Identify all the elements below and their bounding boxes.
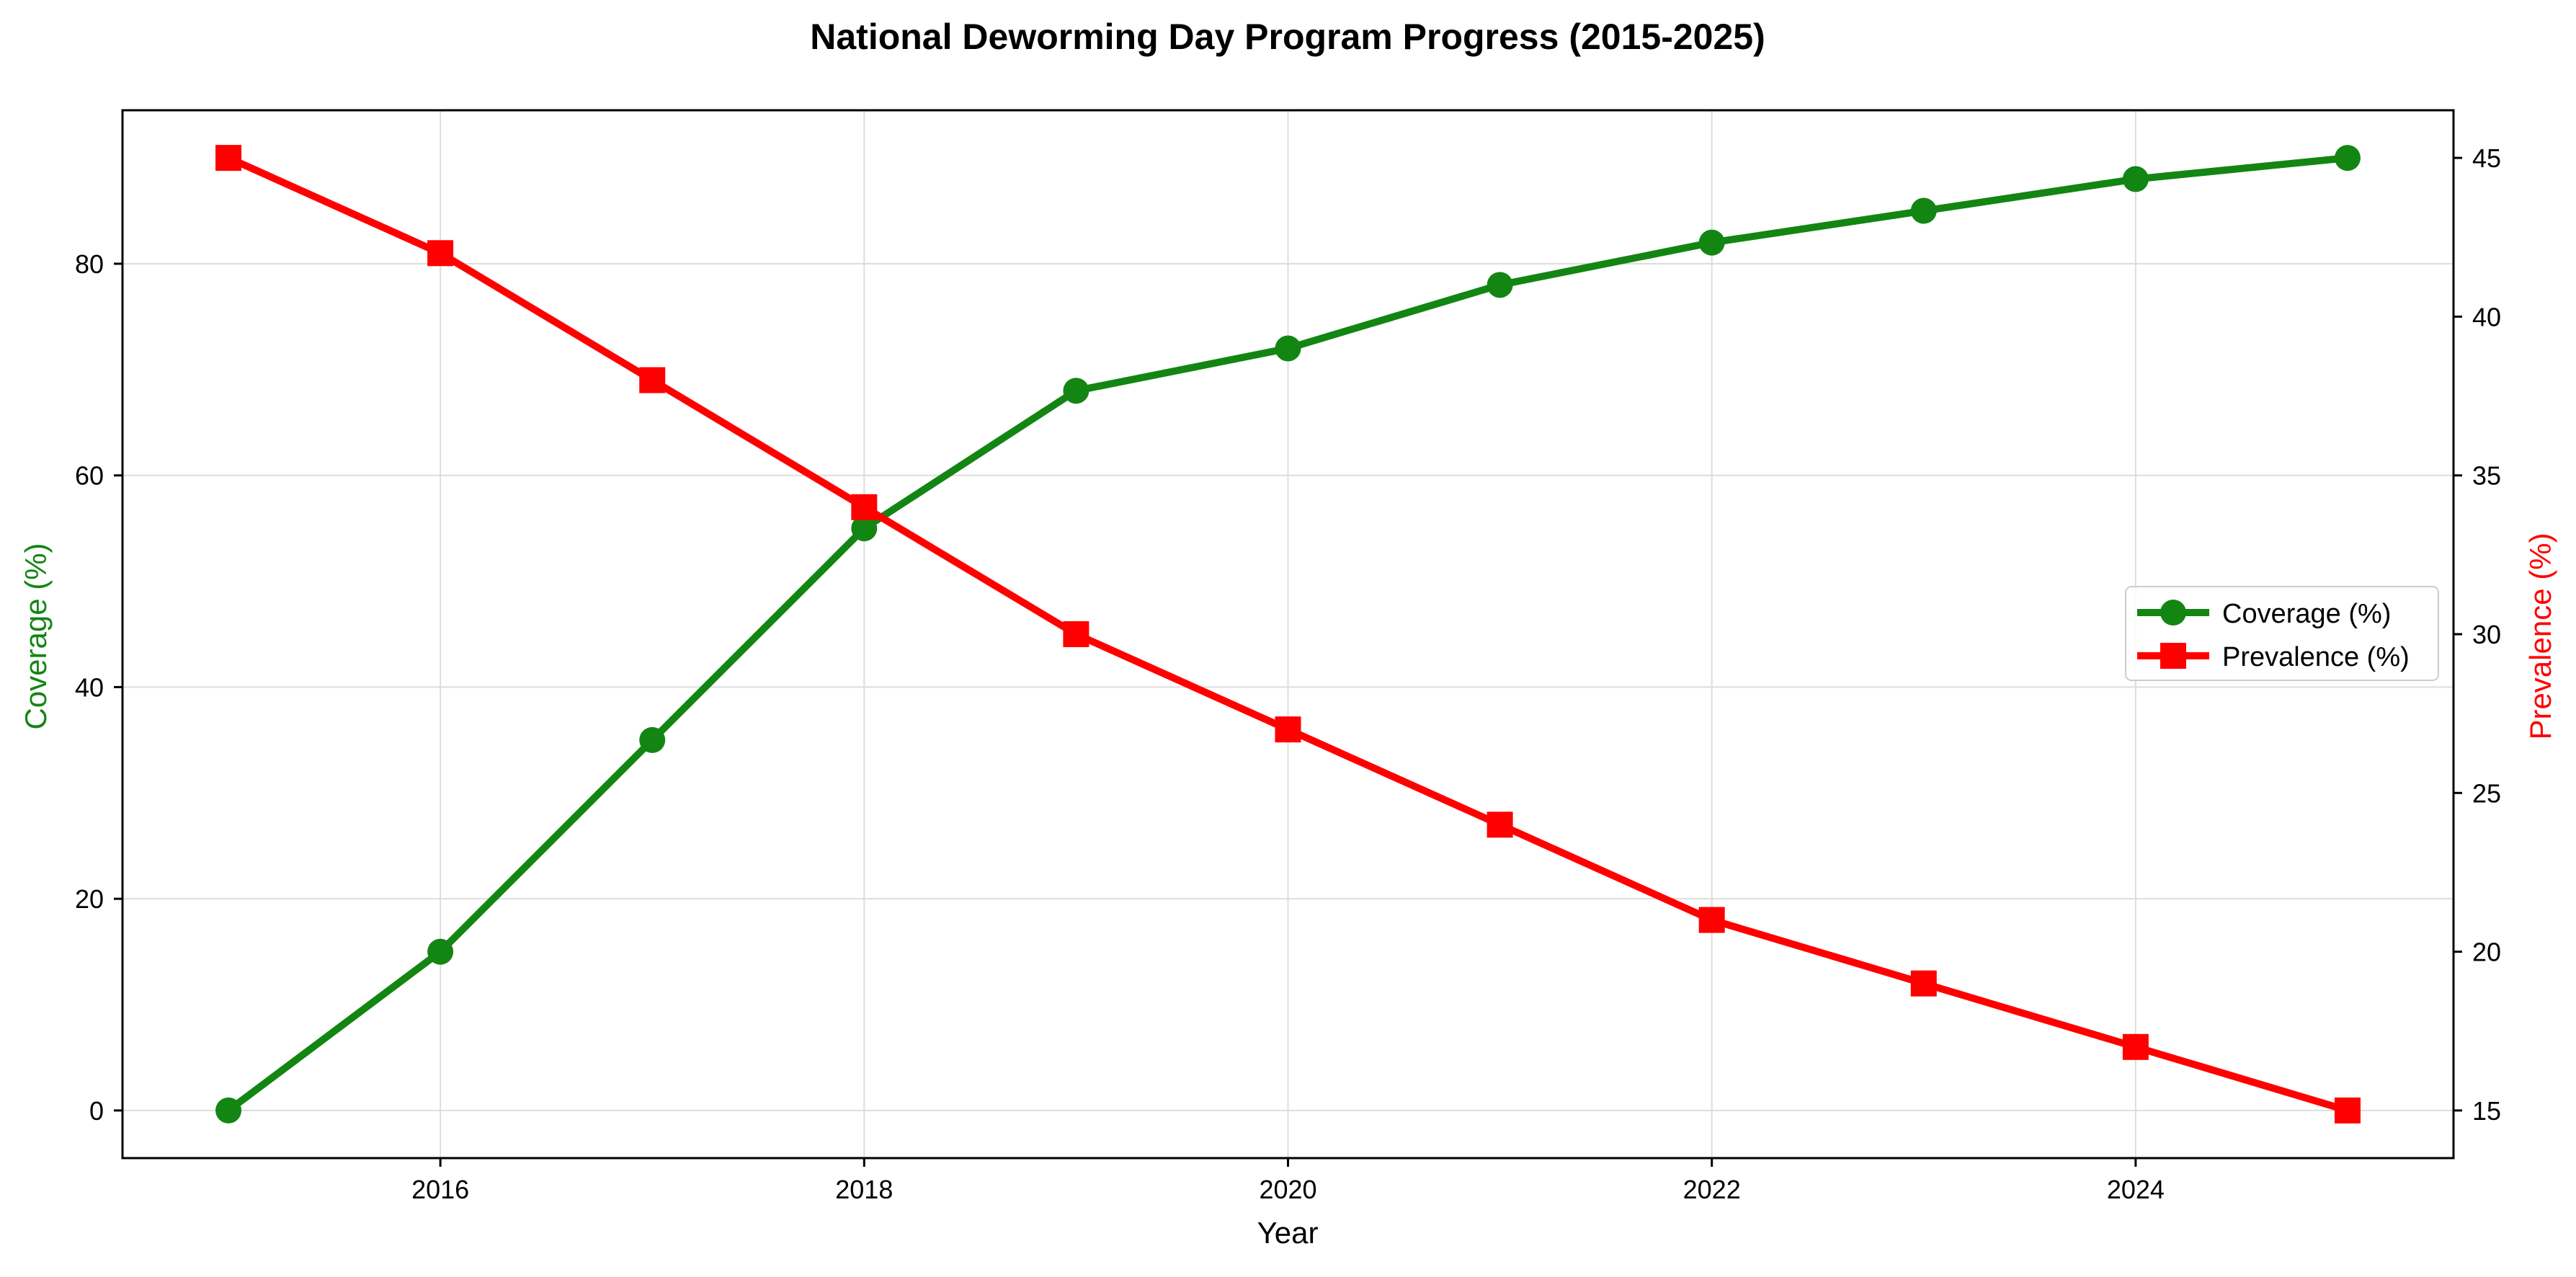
y-left-tick-label: 0	[89, 1096, 104, 1126]
legend-item-prevalence: Prevalence (%)	[2137, 642, 2410, 672]
data-point-prevalence	[639, 367, 666, 393]
y-axis-label-left: Coverage (%)	[19, 543, 53, 729]
data-point-prevalence	[215, 145, 242, 172]
data-point-coverage	[1063, 378, 1089, 404]
data-point-prevalence	[1698, 907, 1725, 933]
series-layer	[215, 145, 2361, 1124]
y-right-tick-label: 40	[2472, 302, 2501, 332]
legend-marker-prevalence	[2160, 643, 2186, 669]
data-point-prevalence	[1487, 811, 1513, 838]
y-right-tick-label: 25	[2472, 778, 2501, 808]
chart-title: National Deworming Day Program Progress …	[810, 17, 1765, 57]
x-tick-label: 2018	[835, 1175, 893, 1204]
legend: Coverage (%) Prevalence (%)	[2125, 586, 2439, 681]
data-point-coverage	[1910, 197, 1937, 224]
y-axis-label-right: Prevalence (%)	[2523, 533, 2557, 739]
data-point-prevalence	[1063, 621, 1089, 647]
y-right-tick-label: 20	[2472, 938, 2501, 967]
data-point-coverage	[1275, 335, 1301, 362]
legend-label-coverage: Coverage (%)	[2222, 599, 2391, 629]
y-left-tick-label: 80	[75, 249, 104, 279]
y-right-tick-label: 30	[2472, 620, 2501, 649]
data-point-coverage	[215, 1097, 242, 1124]
data-point-prevalence	[2334, 1097, 2361, 1124]
data-point-coverage	[1487, 272, 1513, 298]
data-point-coverage	[2122, 166, 2149, 192]
y-left-tick-label: 60	[75, 461, 104, 491]
x-axis-label: Year	[1257, 1216, 1319, 1250]
legend-marker-coverage	[2160, 600, 2186, 626]
x-tick-label: 2020	[1259, 1175, 1316, 1204]
y-right-tick-label: 45	[2472, 143, 2501, 173]
data-point-coverage	[427, 938, 454, 965]
data-point-prevalence	[2122, 1033, 2149, 1060]
data-point-prevalence	[851, 494, 878, 520]
axes: 2016 2018 2020 2022 2024 0 20 40 60 80 15 20 25 30 35 4…	[75, 109, 2501, 1204]
data-point-prevalence	[427, 240, 454, 267]
data-point-coverage	[851, 515, 878, 542]
data-point-coverage	[1698, 229, 1725, 256]
legend-item-coverage: Coverage (%)	[2137, 599, 2391, 629]
y-right-tick-label: 15	[2472, 1096, 2501, 1126]
data-point-coverage	[2334, 145, 2361, 172]
data-point-coverage	[639, 726, 666, 753]
grid-lines	[122, 110, 2454, 1158]
x-tick-label: 2024	[2107, 1175, 2165, 1204]
data-point-prevalence	[1910, 970, 1937, 997]
x-tick-label: 2016	[411, 1175, 469, 1204]
y-right-tick-label: 35	[2472, 461, 2501, 491]
data-point-prevalence	[1275, 716, 1301, 743]
legend-label-prevalence: Prevalence (%)	[2222, 642, 2410, 672]
x-tick-label: 2022	[1683, 1175, 1741, 1204]
y-left-tick-label: 20	[75, 884, 104, 914]
y-left-tick-label: 40	[75, 672, 104, 702]
